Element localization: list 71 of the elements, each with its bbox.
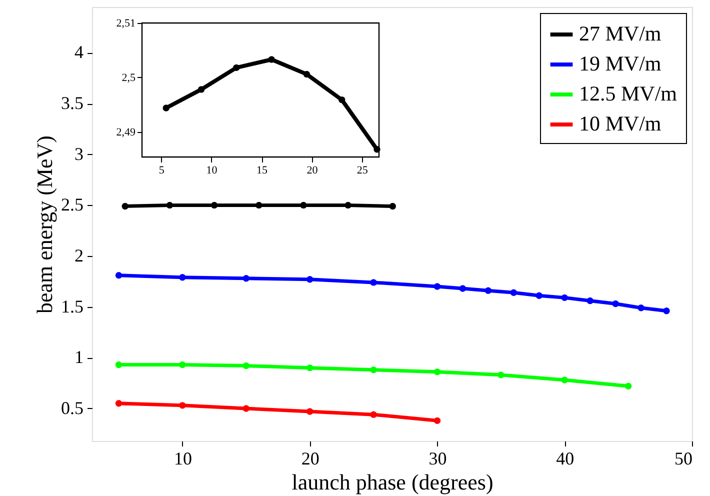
- point: [510, 289, 518, 296]
- point: [434, 283, 441, 290]
- point: [242, 405, 250, 412]
- x-tick-label: 10: [174, 448, 192, 468]
- point: [179, 361, 186, 368]
- point: [434, 417, 441, 424]
- x-tick-label: 20: [306, 164, 318, 176]
- point: [115, 361, 122, 368]
- y-tick-label: 0.5: [61, 398, 84, 418]
- point: [638, 304, 644, 312]
- point: [536, 292, 542, 300]
- point: [624, 382, 632, 390]
- point: [370, 279, 377, 286]
- legend-label: 12.5 MV/m: [579, 82, 678, 106]
- point: [300, 202, 307, 209]
- point: [122, 202, 128, 210]
- point: [306, 408, 314, 415]
- y-tick-label: 1.5: [61, 296, 84, 316]
- point: [268, 56, 275, 63]
- point: [242, 275, 250, 282]
- x-tick-label: 40: [556, 448, 574, 468]
- x-tick-label: 50: [674, 448, 692, 468]
- point: [561, 294, 568, 302]
- y-tick-label: 2,5: [122, 72, 136, 84]
- point: [210, 202, 218, 209]
- point: [389, 202, 396, 210]
- y-tick-label: 3.5: [61, 93, 84, 114]
- y-tick-label: 2,51: [116, 18, 136, 30]
- point: [484, 287, 492, 294]
- point: [586, 297, 594, 304]
- y-axis-title: beam energy (MeV): [32, 136, 57, 314]
- point: [374, 146, 380, 153]
- point: [179, 274, 186, 281]
- point: [233, 64, 240, 72]
- x-axis-title: launch phase (degrees): [292, 470, 494, 494]
- x-tick-label: 5: [158, 164, 165, 176]
- point: [663, 308, 670, 314]
- y-tick-label: 3: [74, 144, 84, 164]
- y-tick-label: 4: [74, 42, 84, 62]
- point: [306, 276, 314, 283]
- x-tick-label: 30: [428, 448, 447, 468]
- x-tick-label: 20: [301, 448, 320, 468]
- point: [115, 400, 122, 407]
- point: [115, 272, 122, 279]
- point: [370, 411, 377, 418]
- point: [303, 70, 310, 78]
- legend-label: 19 MV/m: [579, 52, 662, 76]
- x-tick-label: 25: [356, 164, 368, 176]
- point: [306, 364, 314, 372]
- y-tick-label: 2.5: [61, 194, 84, 215]
- point: [338, 96, 346, 104]
- x-tick-label: 15: [256, 164, 268, 176]
- y-tick-label: 2,49: [116, 126, 136, 138]
- point: [612, 300, 619, 308]
- y-tick-label: 1: [74, 347, 84, 368]
- point: [344, 202, 352, 209]
- point: [198, 86, 205, 93]
- point: [459, 285, 466, 292]
- y-tick-label: 2: [74, 246, 84, 266]
- legend-label: 10 MV/m: [579, 112, 662, 136]
- point: [179, 402, 186, 409]
- point: [370, 366, 377, 374]
- point: [434, 368, 441, 376]
- point: [561, 376, 568, 384]
- legend-label: 27 MV/m: [579, 22, 662, 46]
- point: [242, 362, 250, 370]
- x-tick-label: 10: [206, 164, 218, 176]
- point: [166, 202, 174, 209]
- point: [256, 202, 262, 209]
- point: [498, 372, 504, 378]
- point: [162, 104, 170, 112]
